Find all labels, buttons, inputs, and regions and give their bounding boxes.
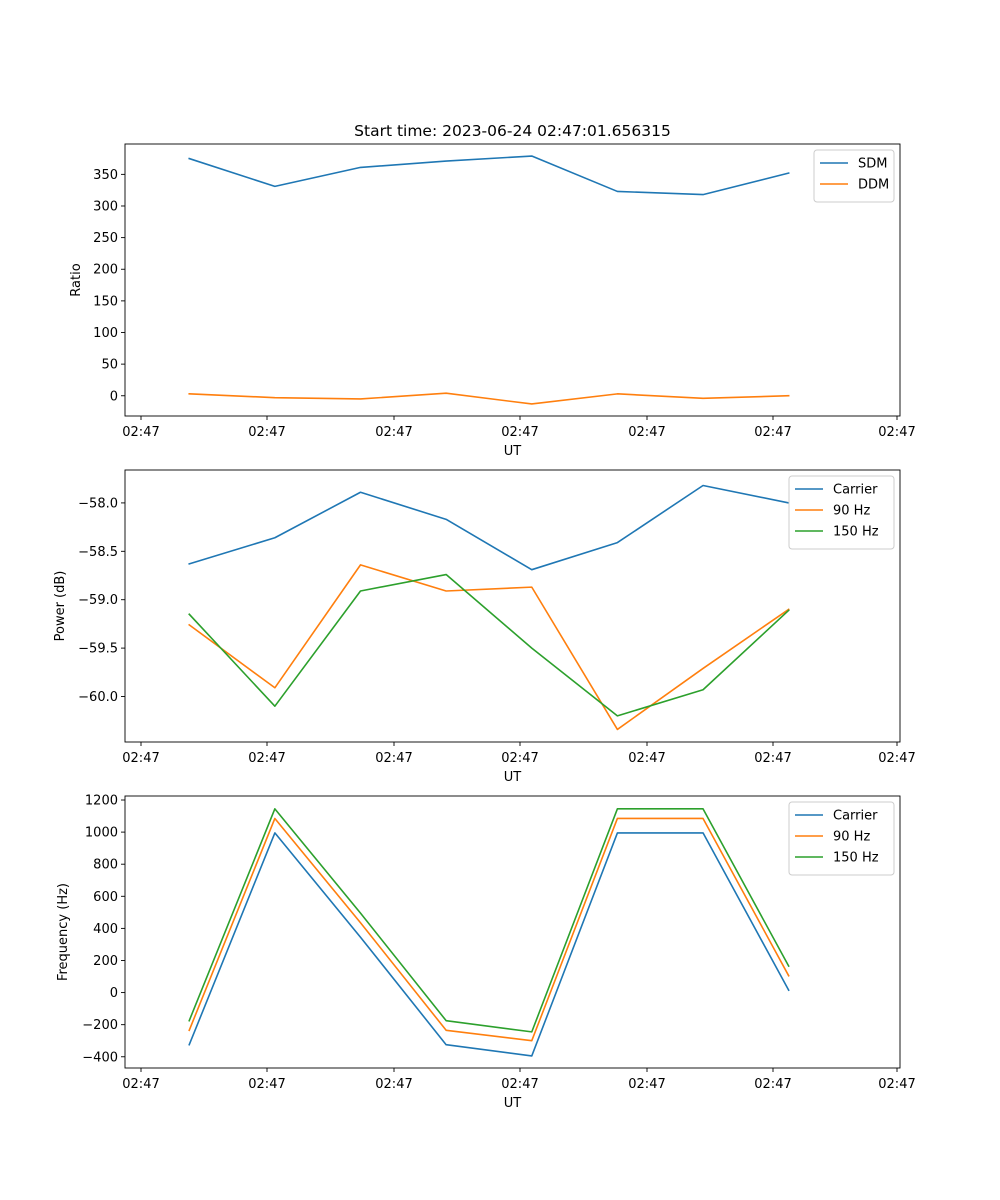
y-tick-label: 100 — [93, 326, 118, 341]
figure-title: Start time: 2023-06-24 02:47:01.656315 — [354, 122, 671, 140]
x-tick-label: 02:47 — [754, 751, 791, 766]
x-tick-label: 02:47 — [501, 751, 538, 766]
legend: Carrier 90 Hz 150 Hz — [788, 475, 895, 550]
y-tick-label: 350 — [93, 168, 118, 183]
y-tick-label: 1200 — [85, 794, 118, 809]
legend-entry-label: 150 Hz — [833, 525, 879, 540]
legend-entry-label: Carrier — [833, 483, 878, 498]
y-tick-label: −59.0 — [78, 593, 118, 608]
x-tick-label: 02:47 — [501, 1077, 538, 1092]
series-group — [188, 808, 790, 1057]
x-tick-label: 02:47 — [248, 425, 285, 440]
series-line-150-hz — [188, 573, 790, 717]
series-line-ddm — [188, 392, 790, 405]
chart-panel-3: −400 −200 0 200 400 600 800 1000 1200 02:47 02:47 0… — [56, 794, 916, 1111]
panels: 0 50 100 150 200 250 300 350 02:47 02:47 02:47 02:4… — [53, 143, 916, 1111]
x-tick-label: 02:47 — [122, 1077, 159, 1092]
y-axis-label: Frequency (Hz) — [56, 883, 71, 981]
x-axis-label: UT — [504, 770, 522, 785]
series-line-carrier — [188, 832, 790, 1057]
x-tick-label: 02:47 — [501, 425, 538, 440]
legend-entry-label: DDM — [858, 178, 889, 193]
x-tick-label: 02:47 — [878, 751, 915, 766]
series-line-sdm — [188, 155, 790, 196]
x-tick-label: 02:47 — [122, 751, 159, 766]
series-group — [188, 484, 790, 731]
x-tick-label: 02:47 — [375, 1077, 412, 1092]
axes-frame — [124, 143, 901, 417]
x-tick-label: 02:47 — [248, 1077, 285, 1092]
x-tick-label: 02:47 — [878, 1077, 915, 1092]
axes-frame — [124, 469, 901, 743]
y-tick-label: 150 — [93, 294, 118, 309]
y-tick-label: 250 — [93, 231, 118, 246]
legend-entry-label: Carrier — [833, 809, 878, 824]
legend-entry-label: SDM — [858, 157, 887, 172]
legend-entry-label: 150 Hz — [833, 851, 879, 866]
y-tick-label: 0 — [110, 986, 118, 1001]
x-axis-label: UT — [504, 444, 522, 459]
y-tick-label: −400 — [82, 1050, 118, 1065]
y-tick-label: 0 — [110, 389, 118, 404]
legend-entry-label: 90 Hz — [833, 830, 870, 845]
x-tick-label: 02:47 — [628, 425, 665, 440]
y-tick-label: 400 — [93, 922, 118, 937]
series-line-90-hz — [188, 817, 790, 1042]
x-tick-label: 02:47 — [628, 751, 665, 766]
series-line-carrier — [188, 484, 790, 571]
y-axis-label: Ratio — [69, 263, 84, 296]
y-tick-label: −200 — [82, 1018, 118, 1033]
y-tick-label: 50 — [101, 358, 118, 373]
y-tick-label: 200 — [93, 954, 118, 969]
y-tick-label: −58.0 — [78, 496, 118, 511]
series-line-150-hz — [188, 808, 790, 1033]
y-tick-label: 200 — [93, 263, 118, 278]
y-tick-label: 600 — [93, 890, 118, 905]
legend: SDM DDM — [813, 149, 895, 203]
series-line-90-hz — [188, 564, 790, 731]
x-tick-label: 02:47 — [122, 425, 159, 440]
chart-panel-1: 0 50 100 150 200 250 300 350 02:47 02:47 02:47 02:4… — [69, 143, 916, 459]
chart-panel-2: −60.0 −59.5 −59.0 −58.5 −58.0 02:47 02:47 02:47… — [53, 469, 916, 785]
x-tick-label: 02:47 — [375, 425, 412, 440]
x-tick-label: 02:47 — [628, 1077, 665, 1092]
y-tick-label: 1000 — [85, 826, 118, 841]
x-tick-label: 02:47 — [248, 751, 285, 766]
y-tick-label: 800 — [93, 858, 118, 873]
y-tick-label: −58.5 — [78, 545, 118, 560]
legend-entry-label: 90 Hz — [833, 504, 870, 519]
x-tick-label: 02:47 — [754, 425, 791, 440]
legend: Carrier 90 Hz 150 Hz — [788, 801, 895, 876]
x-tick-label: 02:47 — [754, 1077, 791, 1092]
y-tick-label: 300 — [93, 199, 118, 214]
y-axis-label: Power (dB) — [53, 571, 68, 642]
x-axis-label: UT — [504, 1096, 522, 1111]
series-group — [188, 155, 790, 405]
y-tick-label: −59.5 — [78, 642, 118, 657]
y-tick-label: −60.0 — [78, 690, 118, 705]
x-tick-label: 02:47 — [375, 751, 412, 766]
x-tick-label: 02:47 — [878, 425, 915, 440]
axes-frame — [124, 795, 901, 1069]
